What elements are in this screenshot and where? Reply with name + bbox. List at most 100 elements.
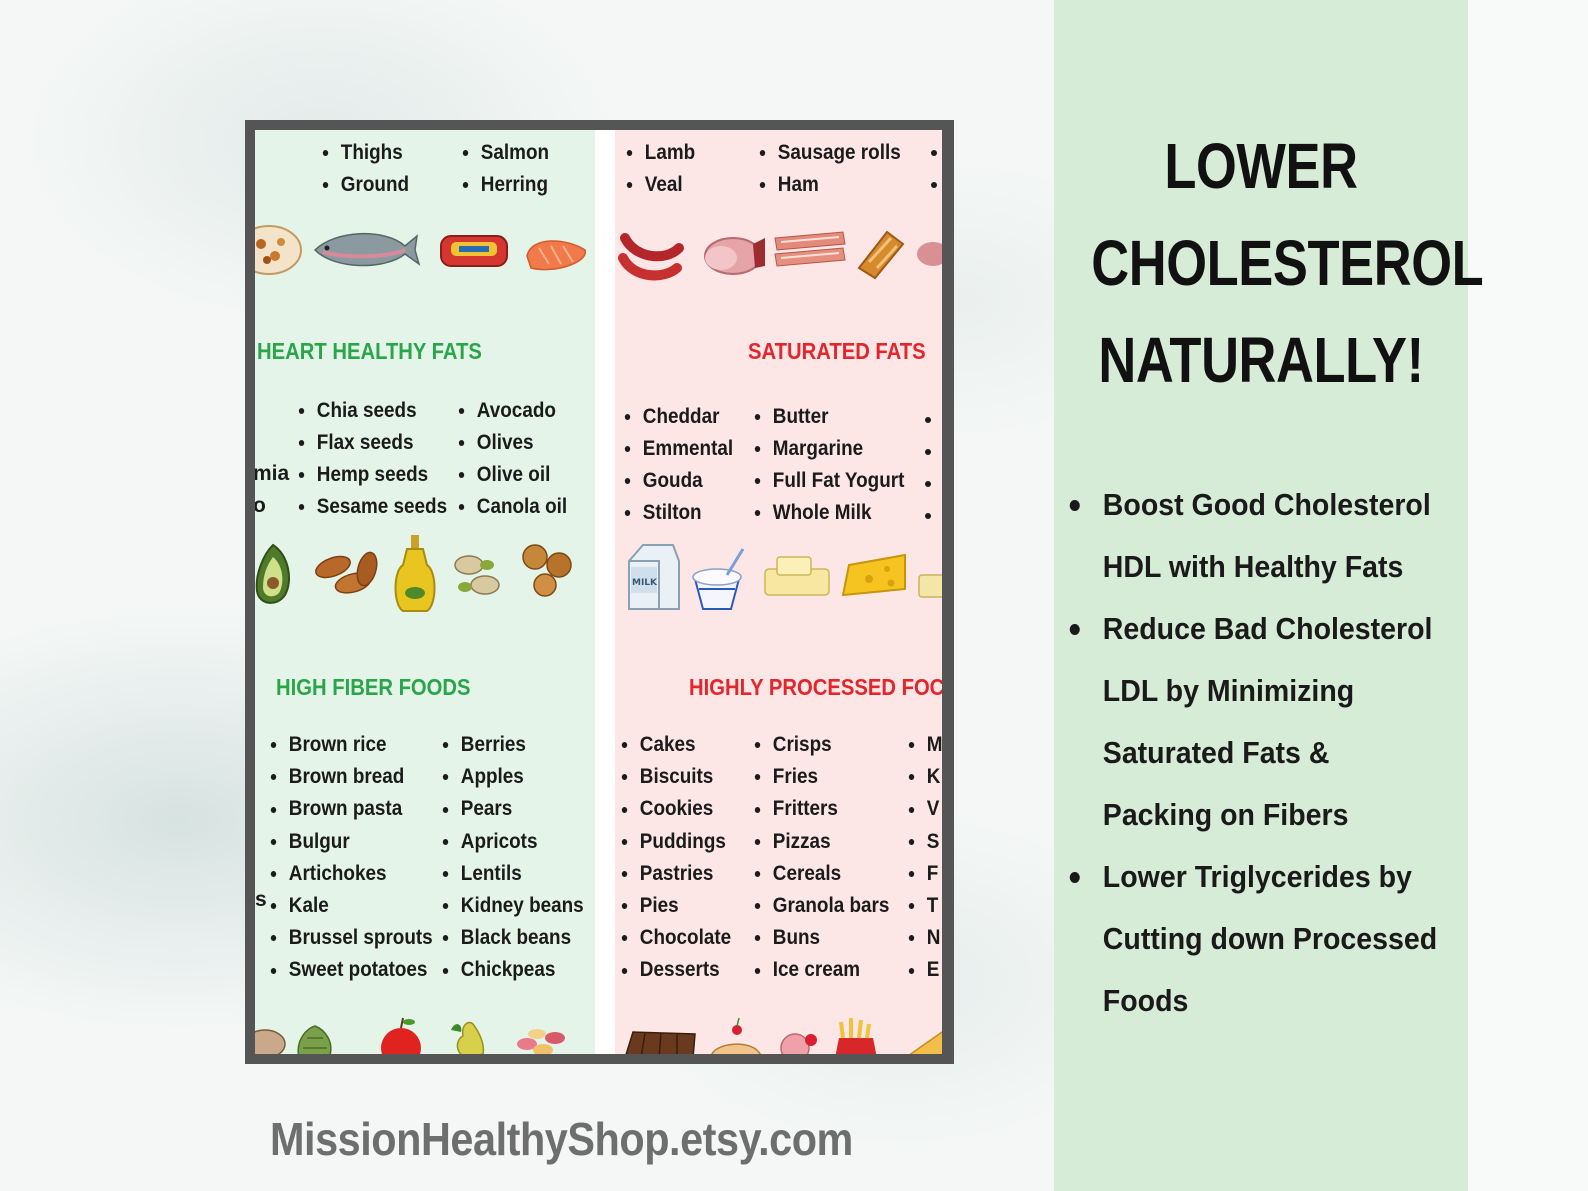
benefit-item-continued: HDL with Healthy Fats	[1102, 549, 1404, 584]
list-item: Puddings	[620, 826, 731, 858]
list-item: Sausage rolls	[758, 137, 901, 169]
headline-line-2: CHOLESTEROL	[1091, 227, 1484, 299]
benefit-item-continued: LDL by Minimizing	[1102, 673, 1355, 708]
processed-foods-illustrations	[625, 1017, 942, 1054]
list-item: Granola bars	[753, 890, 889, 922]
high-fiber-list-1: Brown rice Brown bread Brown pasta Bulgu…	[269, 729, 451, 987]
list-item: Chia seeds	[297, 395, 447, 427]
sausage-roll-icon	[857, 230, 905, 280]
list-item: Sesame seeds	[297, 491, 447, 523]
saturated-fats-list-2: Butter Margarine Full Fat Yogurt Whole M…	[753, 401, 921, 529]
apple-icon	[381, 1017, 421, 1054]
bullet-dot	[931, 182, 937, 188]
list-item: Ground	[321, 169, 409, 201]
section-title-heart-healthy-fats: HEART HEALTHY FATS	[257, 338, 482, 364]
list-item: Margarine	[753, 433, 904, 465]
cut-off-text: o	[253, 494, 266, 517]
bullet-dot	[925, 481, 931, 487]
list-item: Cakes	[620, 729, 731, 761]
top-green-list-2: Salmon Herring	[461, 137, 559, 201]
top-pink-list-1: Lamb Veal	[625, 137, 703, 201]
headline-line-3: NATURALLY!	[1098, 324, 1424, 396]
milk-carton-icon: MILK	[628, 544, 680, 610]
list-item: Pies	[620, 890, 731, 922]
list-item: Berries	[441, 729, 584, 761]
walnuts-icon	[522, 544, 572, 597]
poster-preview: Thighs Ground Salmon Herring Lamb Veal S…	[245, 120, 954, 1064]
bacon-icon	[774, 231, 846, 267]
pistachios-icon	[454, 555, 500, 595]
pizza-icon	[909, 1031, 942, 1054]
list-item: Whole Milk	[753, 497, 904, 529]
list-item: N	[907, 922, 942, 954]
headline-line-1: LOWER	[1164, 130, 1358, 202]
benefit-item-continued: Cutting down Processed	[1102, 921, 1438, 956]
benefits-list: Boost Good Cholesterol HDL with Healthy …	[1066, 474, 1466, 1032]
list-item: Bulgur	[269, 826, 433, 858]
processed-foods-list-1: Cakes Biscuits Cookies Puddings Pastries…	[620, 729, 744, 987]
list-item: Kale	[269, 890, 433, 922]
top-pink-list-2: Sausage rolls Ham	[758, 137, 917, 201]
processed-meat-illustrations	[618, 230, 942, 281]
list-item: Sweet potatoes	[269, 954, 433, 986]
list-item: Salmon	[461, 137, 549, 169]
benefit-item: Boost Good Cholesterol	[1066, 474, 1434, 536]
list-item: K	[907, 761, 942, 793]
list-item: Flax seeds	[297, 427, 447, 459]
benefit-item-continued: Foods	[1102, 983, 1189, 1018]
list-item: Apples	[441, 761, 584, 793]
list-item: Emmental	[623, 433, 733, 465]
pear-icon	[451, 1021, 485, 1054]
list-item: Fritters	[753, 793, 889, 825]
list-item: M	[907, 729, 942, 761]
butter-block-icon	[918, 574, 942, 598]
processed-foods-list-3: M K V S F T N E	[907, 729, 942, 987]
top-green-list-1: Thighs Ground	[321, 137, 419, 201]
list-item: Apricots	[441, 826, 584, 858]
list-item: Butter	[753, 401, 904, 433]
cut-off-text: mia	[253, 462, 290, 485]
avocado-icon	[255, 543, 290, 604]
list-item: Ham	[758, 169, 901, 201]
green-panel	[1054, 0, 1468, 1191]
benefit-item: Lower Triglycerides by	[1066, 846, 1434, 908]
fiber-foods-illustrations	[255, 1017, 565, 1054]
high-fiber-list-2: Berries Apples Pears Apricots Lentils Ki…	[441, 729, 600, 987]
list-item: Black beans	[441, 922, 584, 954]
list-item: Olives	[457, 427, 567, 459]
bullet-dot	[925, 513, 931, 519]
column-gap	[595, 130, 615, 1054]
list-item: Olive oil	[457, 459, 567, 491]
sausages-icon	[618, 233, 684, 281]
saturated-fats-list-1: Cheddar Emmental Gouda Stilton	[623, 401, 745, 529]
headline: LOWER CHOLESTEROL NATURALLY!	[1091, 118, 1484, 409]
bullet-dot	[925, 417, 931, 423]
list-item: E	[907, 954, 942, 986]
bullet-dot	[931, 150, 937, 156]
nuts-bowl-icon	[255, 225, 302, 275]
ham-icon	[704, 237, 765, 275]
list-item: Cookies	[620, 793, 731, 825]
processed-foods-list-2: Crisps Fries Fritters Pizzas Cereals Gra…	[753, 729, 905, 987]
heart-healthy-list-2: Avocado Olives Olive oil Canola oil	[457, 395, 579, 523]
list-item: Gouda	[623, 465, 733, 497]
trout-icon	[313, 232, 421, 267]
fries-icon	[835, 1018, 877, 1054]
list-item: Hemp seeds	[297, 459, 447, 491]
salmon-fillet-icon	[526, 240, 586, 271]
cut-off-text: s	[255, 888, 267, 911]
list-item: Cheddar	[623, 401, 733, 433]
saturated-fats-illustrations: MILK	[628, 544, 942, 610]
list-item: Pastries	[620, 858, 731, 890]
butter-icon	[764, 556, 830, 596]
list-item: Lentils	[441, 858, 584, 890]
list-item: Full Fat Yogurt	[753, 465, 904, 497]
list-item: Chickpeas	[441, 954, 584, 986]
meat-cut-icon	[917, 242, 942, 266]
list-item: Ice cream	[753, 954, 889, 986]
list-item: Fries	[753, 761, 889, 793]
list-item: Brown bread	[269, 761, 433, 793]
yogurt-icon	[692, 548, 745, 610]
benefit-item-continued: Saturated Fats &	[1102, 735, 1330, 770]
list-item: Crisps	[753, 729, 889, 761]
